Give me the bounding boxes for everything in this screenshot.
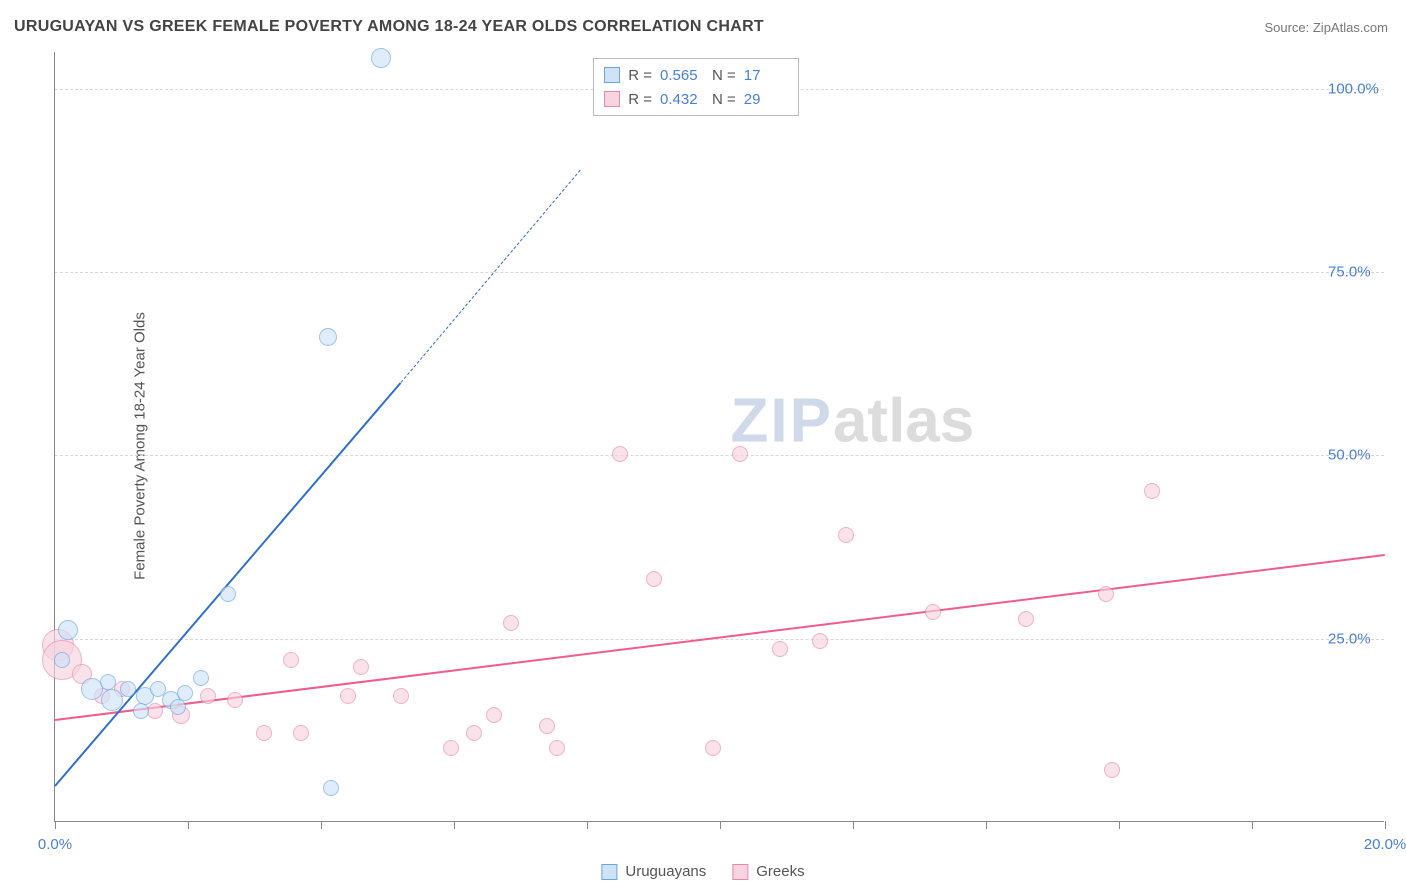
- legend-label: Greeks: [756, 863, 804, 880]
- data-point-uruguayans: [170, 699, 186, 715]
- data-point-greeks: [486, 707, 502, 723]
- legend-swatch: [732, 864, 748, 880]
- legend-label: Uruguayans: [625, 863, 706, 880]
- legend-swatch: [604, 91, 620, 107]
- data-point-greeks: [1144, 483, 1160, 499]
- x-tick: [986, 821, 987, 829]
- data-point-uruguayans: [58, 620, 78, 640]
- x-tick: [1385, 821, 1386, 829]
- data-point-greeks: [705, 740, 721, 756]
- source-link[interactable]: ZipAtlas.com: [1313, 20, 1388, 35]
- chart-title: URUGUAYAN VS GREEK FEMALE POVERTY AMONG …: [14, 18, 764, 36]
- x-tick: [1119, 821, 1120, 829]
- x-tick: [587, 821, 588, 829]
- data-point-greeks: [838, 527, 854, 543]
- data-point-greeks: [1018, 611, 1034, 627]
- data-point-greeks: [539, 718, 555, 734]
- data-point-greeks: [612, 446, 628, 462]
- source-prefix: Source:: [1264, 20, 1312, 35]
- data-point-greeks: [443, 740, 459, 756]
- legend-swatch: [601, 864, 617, 880]
- source-attribution: Source: ZipAtlas.com: [1264, 20, 1388, 35]
- data-point-greeks: [340, 688, 356, 704]
- data-point-greeks: [227, 692, 243, 708]
- data-point-greeks: [732, 446, 748, 462]
- data-point-greeks: [1098, 586, 1114, 602]
- gridline-horizontal: [55, 455, 1384, 456]
- plot-area: ZIPatlas25.0%50.0%75.0%100.0%0.0%20.0%R …: [54, 52, 1384, 822]
- data-point-greeks: [1104, 762, 1120, 778]
- legend-bottom: Uruguayans Greeks: [601, 863, 804, 880]
- data-point-greeks: [503, 615, 519, 631]
- trendline-extension: [400, 170, 580, 383]
- x-tick: [1252, 821, 1253, 829]
- data-point-greeks: [646, 571, 662, 587]
- x-tick: [853, 821, 854, 829]
- legend-swatch: [604, 67, 620, 83]
- x-tick-label: 0.0%: [38, 836, 72, 853]
- x-tick-label: 20.0%: [1364, 836, 1406, 853]
- data-point-greeks: [925, 604, 941, 620]
- data-point-uruguayans: [193, 670, 209, 686]
- x-tick: [454, 821, 455, 829]
- trendline: [54, 382, 401, 787]
- watermark: ZIPatlas: [731, 386, 975, 457]
- x-tick: [55, 821, 56, 829]
- data-point-greeks: [256, 725, 272, 741]
- data-point-greeks: [549, 740, 565, 756]
- legend-stats: R =0.565N =17R =0.432N =29: [593, 58, 799, 116]
- y-tick-label: 25.0%: [1328, 630, 1376, 647]
- y-tick-label: 50.0%: [1328, 447, 1376, 464]
- data-point-uruguayans: [371, 48, 391, 68]
- data-point-uruguayans: [100, 674, 116, 690]
- x-tick: [188, 821, 189, 829]
- data-point-greeks: [772, 641, 788, 657]
- legend-item: Uruguayans: [601, 863, 706, 880]
- data-point-uruguayans: [177, 685, 193, 701]
- legend-stats-row: R =0.565N =17: [604, 63, 788, 87]
- data-point-uruguayans: [220, 586, 236, 602]
- legend-item: Greeks: [732, 863, 804, 880]
- data-point-uruguayans: [120, 681, 136, 697]
- x-tick: [720, 821, 721, 829]
- gridline-horizontal: [55, 639, 1384, 640]
- data-point-uruguayans: [101, 689, 123, 711]
- y-tick-label: 100.0%: [1328, 80, 1376, 97]
- data-point-uruguayans: [323, 780, 339, 796]
- data-point-greeks: [293, 725, 309, 741]
- data-point-greeks: [393, 688, 409, 704]
- x-tick: [321, 821, 322, 829]
- data-point-greeks: [353, 659, 369, 675]
- data-point-uruguayans: [54, 652, 70, 668]
- gridline-horizontal: [55, 272, 1384, 273]
- data-point-uruguayans: [133, 703, 149, 719]
- data-point-greeks: [283, 652, 299, 668]
- data-point-greeks: [812, 633, 828, 649]
- data-point-greeks: [200, 688, 216, 704]
- y-tick-label: 75.0%: [1328, 264, 1376, 281]
- data-point-greeks: [466, 725, 482, 741]
- data-point-uruguayans: [319, 328, 337, 346]
- legend-stats-row: R =0.432N =29: [604, 87, 788, 111]
